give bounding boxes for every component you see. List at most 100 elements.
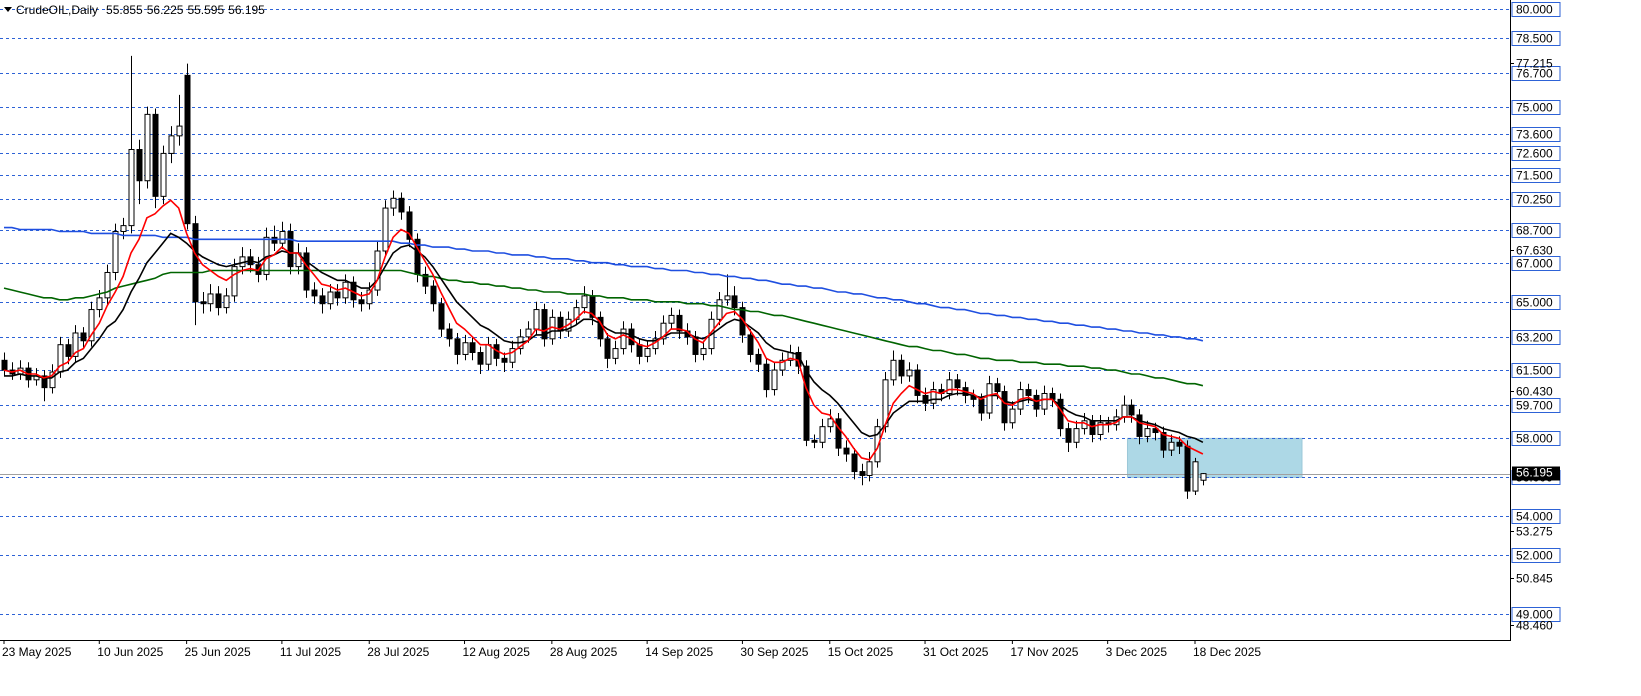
x-tick-label: 28 Aug 2025 xyxy=(550,645,618,659)
candle-body xyxy=(843,447,850,455)
candle-body xyxy=(660,322,667,340)
candle-body xyxy=(716,299,723,320)
level-label-box xyxy=(1511,509,1561,524)
x-tick-label: 11 Jul 2025 xyxy=(280,645,341,659)
candle-body xyxy=(620,328,627,350)
x-tick-label: 10 Jun 2025 xyxy=(97,645,163,659)
candle-body xyxy=(65,344,72,357)
candle-body xyxy=(1176,441,1183,447)
level-label-box xyxy=(1511,330,1561,345)
x-tick-label: 25 Jun 2025 xyxy=(185,645,251,659)
candle-body xyxy=(1192,461,1199,492)
candle-body xyxy=(874,426,881,463)
candle-body xyxy=(898,359,905,377)
candle-body xyxy=(676,314,683,332)
level-label-box xyxy=(1511,431,1561,446)
candle-body xyxy=(454,338,461,355)
ma-layer xyxy=(3,199,1204,461)
level-label-box xyxy=(1511,127,1561,142)
level-label: 78.500 xyxy=(1516,32,1553,46)
level-label: 59.700 xyxy=(1516,399,1553,413)
x-tick-label: 18 Dec 2025 xyxy=(1193,645,1261,659)
candle-body xyxy=(1160,432,1167,451)
candle-body xyxy=(72,332,79,357)
candle-body xyxy=(636,344,643,357)
x-tick-label: 15 Oct 2025 xyxy=(828,645,894,659)
candle-body xyxy=(279,230,286,244)
level-label-box xyxy=(1511,295,1561,310)
high: 56.225 xyxy=(147,3,184,17)
candle-body xyxy=(168,135,175,154)
candle-body xyxy=(612,348,619,359)
candle-body xyxy=(906,369,913,377)
level-label: 76.700 xyxy=(1516,67,1553,81)
candle-body xyxy=(1089,420,1096,435)
candle-body xyxy=(1200,473,1207,481)
y-tick-label: 60.430 xyxy=(1516,385,1553,399)
candle-body xyxy=(382,207,389,252)
candle-body xyxy=(1001,391,1008,424)
candle-body xyxy=(207,293,214,305)
candle-body xyxy=(160,152,167,197)
open: 55.855 xyxy=(106,3,143,17)
level-label-box xyxy=(1511,100,1561,115)
candle-body xyxy=(1041,392,1048,410)
candle-body xyxy=(136,149,143,182)
candle-body xyxy=(922,394,929,404)
level-label: 80.000 xyxy=(1516,3,1553,17)
candle-body xyxy=(469,342,476,353)
candle-body xyxy=(96,297,103,311)
candle-body xyxy=(485,344,492,365)
level-label-box xyxy=(1511,363,1561,378)
candle-body xyxy=(406,211,413,240)
candle-body xyxy=(200,301,207,305)
candle-body xyxy=(700,348,707,355)
candle-body xyxy=(866,461,873,476)
candle-body xyxy=(430,285,437,305)
x-tick-label: 23 May 2025 xyxy=(2,645,72,659)
candle-body xyxy=(334,291,341,299)
candle-body xyxy=(755,353,762,365)
menu-arrow[interactable] xyxy=(4,7,12,12)
level-label: 61.500 xyxy=(1516,364,1553,378)
candle-body xyxy=(1144,428,1151,437)
candle-body xyxy=(763,363,770,391)
candle-body xyxy=(501,357,508,363)
candle-body xyxy=(644,348,651,357)
candle-body xyxy=(462,342,469,355)
candle-body xyxy=(811,439,818,443)
close: 56.195 xyxy=(228,3,265,17)
candle-body xyxy=(859,471,866,476)
level-label: 54.000 xyxy=(1516,510,1553,524)
level-label: 73.600 xyxy=(1516,128,1553,142)
candle-body xyxy=(112,230,119,273)
axis-background xyxy=(0,641,1511,696)
y-tick-label: 48.460 xyxy=(1516,619,1553,633)
moving-average-line xyxy=(4,226,1204,342)
candle-body xyxy=(49,371,56,389)
candle-body xyxy=(604,338,611,359)
candle-body xyxy=(509,348,516,363)
candle-body xyxy=(954,379,961,389)
candle-body xyxy=(144,113,151,182)
candle-body xyxy=(803,365,810,441)
candle-body xyxy=(930,389,937,404)
x-tick-label: 28 Jul 2025 xyxy=(367,645,429,659)
candle-body xyxy=(184,74,191,225)
candle-body xyxy=(319,295,326,305)
level-label-box xyxy=(1511,168,1561,183)
candle-body xyxy=(120,225,127,232)
candle-body xyxy=(231,266,238,297)
candle-body xyxy=(1097,422,1104,435)
candle-body xyxy=(914,369,921,396)
candle-body xyxy=(477,351,484,365)
level-label: 70.250 xyxy=(1516,193,1553,207)
level-label-box xyxy=(1511,223,1561,238)
candle-body xyxy=(1065,428,1072,443)
level-label-box xyxy=(1511,256,1561,271)
candle-body xyxy=(215,293,222,309)
y-tick-label: 50.845 xyxy=(1516,572,1553,586)
candle-body xyxy=(1121,404,1128,418)
candle-body xyxy=(41,375,48,389)
